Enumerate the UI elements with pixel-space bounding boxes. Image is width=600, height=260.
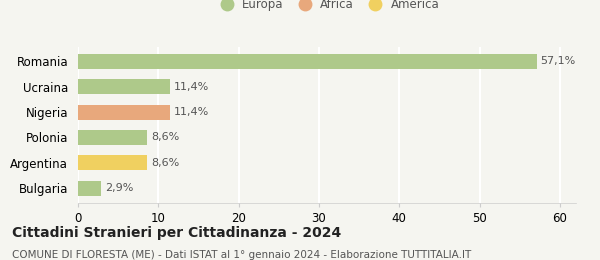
Legend: Europa, Africa, America: Europa, Africa, America	[210, 0, 444, 16]
Bar	[78, 180, 101, 196]
Text: 8,6%: 8,6%	[151, 158, 179, 168]
Bar	[78, 155, 147, 170]
Text: COMUNE DI FLORESTA (ME) - Dati ISTAT al 1° gennaio 2024 - Elaborazione TUTTITALI: COMUNE DI FLORESTA (ME) - Dati ISTAT al …	[12, 250, 471, 259]
Bar	[78, 105, 170, 120]
Bar	[78, 54, 536, 69]
Bar	[78, 79, 170, 94]
Text: 11,4%: 11,4%	[173, 82, 209, 92]
Text: Cittadini Stranieri per Cittadinanza - 2024: Cittadini Stranieri per Cittadinanza - 2…	[12, 226, 341, 240]
Text: 2,9%: 2,9%	[106, 183, 134, 193]
Text: 8,6%: 8,6%	[151, 132, 179, 142]
Bar	[78, 130, 147, 145]
Text: 11,4%: 11,4%	[173, 107, 209, 117]
Text: 57,1%: 57,1%	[541, 56, 576, 67]
